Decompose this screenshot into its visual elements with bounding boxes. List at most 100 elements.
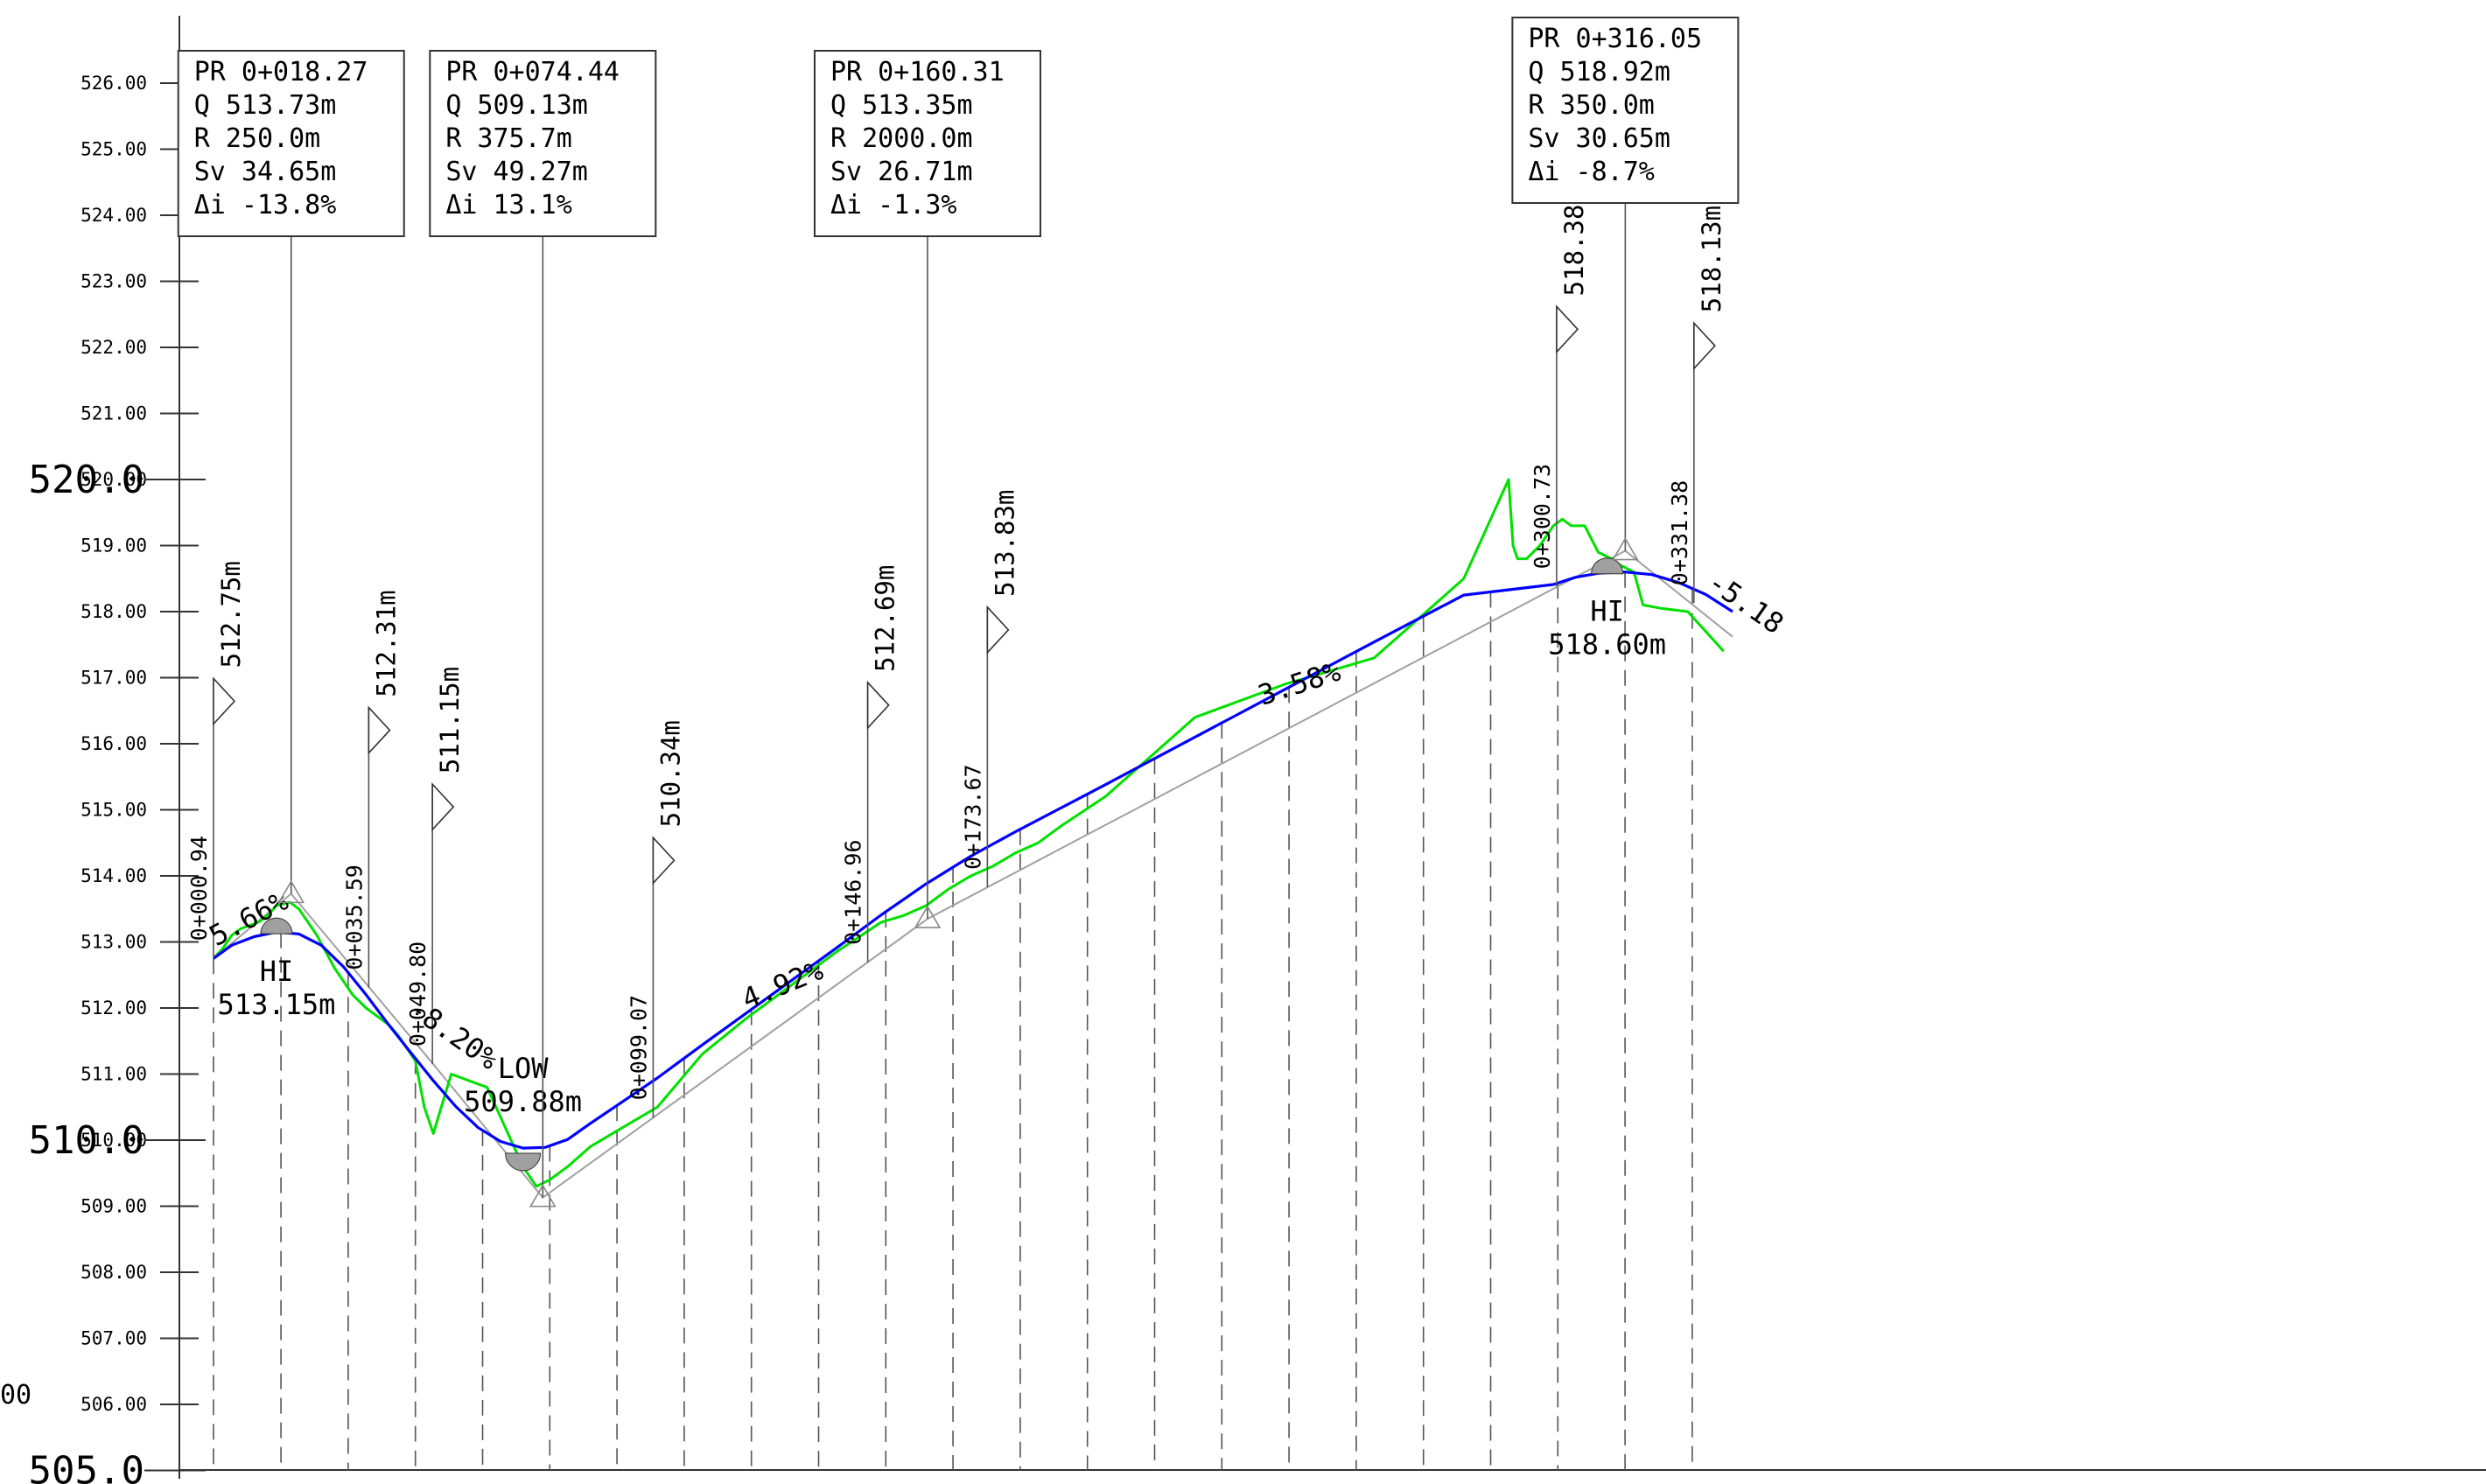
station-elevation-label: 518.38m	[1559, 189, 1589, 296]
station-label: 0+035.59	[341, 864, 367, 970]
pvi-marker	[914, 905, 942, 928]
axis-tick-label: 522.00	[81, 337, 147, 358]
vertical-curve-line: Q 509.13m	[445, 90, 588, 121]
station-label: 0+000.94	[186, 836, 212, 941]
extreme-label: HI	[260, 955, 294, 988]
axis-tick-label: 507.00	[81, 1328, 147, 1349]
station-elevation-label: 510.34m	[655, 720, 685, 827]
pvi-marker	[277, 879, 305, 904]
station-elevation-label: 512.75m	[216, 561, 246, 668]
station-flag	[866, 680, 890, 730]
axis-tick-label: 520.00	[81, 469, 147, 490]
vertical-curve-box	[429, 50, 657, 237]
station-flag	[652, 836, 676, 886]
extreme-label: LOW	[498, 1052, 550, 1085]
vertical-curve-box	[813, 50, 1041, 237]
station-flag	[1693, 321, 1716, 371]
extreme-marker	[260, 917, 293, 934]
axis-tick-label: 516.00	[81, 733, 147, 754]
tangent-lines	[213, 550, 1733, 1199]
axis-tick-label: 506.00	[81, 1394, 147, 1415]
grade-label: -5.18	[1702, 565, 1790, 640]
vertical-curve-line: PR 0+316.05	[1528, 24, 1702, 54]
vertical-curve-line: Q 513.35m	[830, 90, 973, 121]
vertical-curve-line: R 250.0m	[194, 123, 321, 154]
grade-label: 4.92%	[737, 954, 828, 1016]
axis-tick-label: 525.00	[81, 139, 147, 160]
vertical-curve-line: Q 513.73m	[194, 90, 337, 121]
extreme-value: 513.15m	[218, 988, 336, 1021]
axis-tick-label: 508.00	[81, 1262, 147, 1283]
station-label: 0+146.96	[841, 839, 866, 944]
axis-tick-label: 524.00	[81, 205, 147, 226]
station-label: 0+173.67	[960, 764, 985, 869]
axis-tick-label: 512.00	[81, 998, 147, 1018]
extreme-marker	[505, 1152, 542, 1172]
vertical-curve-line: Δi -13.8%	[194, 190, 337, 220]
ground-profile	[212, 478, 1725, 1188]
station-label: 0+099.07	[626, 995, 651, 1100]
vertical-curve-box	[177, 50, 405, 237]
pvi-marker	[529, 1184, 557, 1208]
axis-tick-label: 521.00	[81, 403, 147, 424]
station-markers: 0+000.94 512.75m 0+035.59 512.31m 0+049.80 51…	[186, 189, 1726, 1118]
grade-label: 5.66%	[204, 884, 294, 953]
axis-tick-label: 518.00	[81, 601, 147, 622]
vertical-curve-line: Sv 49.27m	[445, 157, 588, 187]
vertical-curve-line: Sv 34.65m	[194, 157, 337, 187]
vertical-curve-line: Q 518.92m	[1528, 57, 1670, 88]
station-elevation-label: 512.69m	[871, 565, 900, 672]
vertical-curve-line: PR 0+160.31	[830, 57, 1005, 88]
axis-major-label: 510.0	[29, 1118, 144, 1163]
extreme-marker	[1591, 557, 1624, 575]
ground-polyline	[212, 478, 1725, 1188]
axis-tick-label: 519.00	[81, 536, 147, 556]
tangent-polyline	[213, 550, 1733, 1199]
extreme-value: 509.88m	[464, 1085, 582, 1118]
station-elevation-label: 513.83m	[990, 490, 1019, 597]
axis-tick-label: 510.00	[81, 1130, 147, 1151]
vertical-curve-line: Sv 26.71m	[830, 157, 973, 187]
elevation-axis: 506.00 507.00 508.00 509.00 510.00 511.00 512.…	[0, 16, 2486, 1484]
station-elevation-label: 512.31m	[371, 590, 401, 696]
station-flag	[431, 782, 455, 832]
vertical-curve-line: R 375.7m	[445, 123, 572, 154]
axis-tick-label: 515.00	[81, 800, 147, 821]
grade-label: 3.58%	[1254, 654, 1344, 712]
vertical-curve-line: Δi -8.7%	[1528, 157, 1655, 187]
station-grid	[213, 571, 1693, 1470]
station-label: 0+331.38	[1667, 480, 1692, 585]
axis-tick-label: 511.00	[81, 1064, 147, 1085]
axis-tick-label: 523.00	[81, 271, 147, 292]
axis-major-label: 505.0	[29, 1449, 144, 1484]
vertical-curve-line: Δi 13.1%	[445, 190, 572, 220]
vertical-curve-line: PR 0+074.44	[445, 57, 620, 88]
axis-tick-label: 526.00	[81, 73, 147, 94]
vertical-curve-line: R 2000.0m	[830, 123, 973, 154]
extreme-label: HI	[1590, 595, 1624, 628]
station-elevation-label: 511.15m	[435, 667, 465, 774]
station-elevation-label: 518.13m	[1697, 206, 1726, 312]
station-label: 0+049.80	[405, 942, 431, 1046]
vertical-curve-line: Sv 30.65m	[1528, 123, 1670, 154]
axis-edge-fragment: 00	[0, 1380, 32, 1410]
vertical-curve-line: R 350.0m	[1528, 90, 1655, 121]
station-flag	[213, 676, 236, 726]
extreme-value: 518.60m	[1548, 628, 1666, 662]
station-flag	[368, 705, 391, 755]
station-flag	[986, 605, 1010, 654]
vertical-curve-line: PR 0+018.27	[194, 57, 368, 88]
axis-tick-label: 509.00	[81, 1196, 147, 1217]
pvi-marker	[1611, 536, 1639, 561]
vertical-curve-box	[1511, 17, 1740, 204]
axis-tick-label: 517.00	[81, 668, 147, 689]
axis-major-label: 520.0	[29, 458, 144, 502]
station-flag	[1556, 304, 1579, 354]
axis-tick-label: 513.00	[81, 932, 147, 953]
station-label: 0+300.73	[1530, 464, 1555, 569]
vertical-curve-line: Δi -1.3%	[830, 190, 956, 220]
axis-tick-label: 514.00	[81, 865, 147, 886]
